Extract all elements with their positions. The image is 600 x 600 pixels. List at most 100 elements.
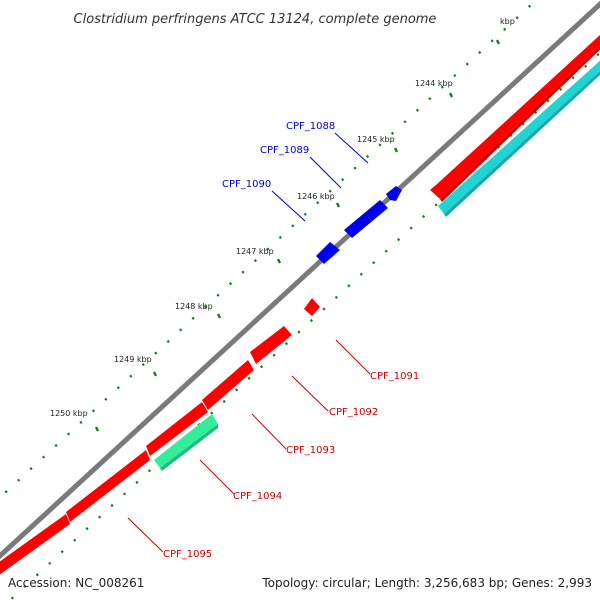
tick-dot — [129, 374, 133, 378]
tick-dot — [440, 85, 444, 89]
backbone-line — [0, 0, 600, 560]
reverse-cds-block — [202, 360, 254, 410]
major-tick — [335, 202, 341, 208]
tick-dot — [421, 214, 426, 219]
tick-dot — [583, 64, 588, 68]
tick-dot — [235, 388, 239, 392]
tick-dot — [122, 492, 127, 496]
tick-dot — [347, 284, 351, 288]
reverse-cds-track — [0, 34, 600, 575]
tick-dot — [546, 99, 550, 103]
tick-label: 1245 kbp — [357, 135, 395, 144]
tick-dot — [253, 258, 258, 263]
tick-dot — [403, 120, 407, 124]
tick-dot — [23, 584, 27, 589]
tick-dot — [372, 261, 376, 265]
reverse-cds-block — [250, 326, 292, 364]
tick-dot — [60, 550, 64, 554]
rrna-block — [154, 414, 218, 468]
tick-dot — [359, 272, 363, 276]
tick-dot — [191, 316, 195, 320]
tick-dot — [322, 307, 326, 311]
tick-dot — [210, 411, 214, 415]
gene-label-forward[interactable]: CPF_1089 — [260, 145, 309, 156]
gene-leader-line — [291, 375, 329, 412]
tick-dot — [365, 154, 370, 159]
tick-dot — [166, 339, 170, 344]
tick-dot — [266, 247, 270, 251]
tick-label: 1250 kbp — [50, 409, 88, 418]
reverse-cds-block — [440, 45, 600, 202]
major-tick — [448, 92, 454, 98]
gene-label-reverse[interactable]: CPF_1091 — [370, 371, 419, 382]
tick-dot — [48, 561, 52, 565]
tick-dot — [54, 443, 58, 448]
gene-label-reverse[interactable]: CPF_1093 — [286, 445, 335, 456]
forward-cds-track — [316, 186, 402, 264]
tick-dot — [428, 97, 432, 101]
tick-dot — [559, 87, 563, 91]
tick-dot — [397, 238, 401, 242]
tick-dot — [228, 282, 233, 286]
trna-block — [444, 71, 600, 217]
major-tick — [393, 147, 399, 153]
major-tick — [152, 371, 158, 377]
rrna-block — [160, 424, 218, 471]
tick-dot — [596, 53, 600, 57]
tick-dot — [97, 515, 102, 519]
reverse-cds-block — [66, 450, 150, 522]
accession-text: Accession: NC_008261 — [8, 576, 145, 590]
tick-dot — [334, 295, 338, 300]
tick-dot — [110, 503, 114, 508]
tick-dot — [453, 73, 457, 78]
tick-dot — [328, 189, 332, 193]
major-tick — [495, 39, 501, 45]
tick-dot — [17, 478, 21, 482]
gene-leader-line — [199, 459, 235, 495]
trna-block — [438, 60, 600, 214]
tick-dot — [91, 409, 96, 413]
major-tick — [276, 258, 282, 264]
tick-dot — [527, 4, 532, 8]
tick-dot — [384, 249, 388, 253]
gene-label-forward[interactable]: CPF_1090 — [222, 179, 271, 190]
tick-dot — [4, 490, 8, 494]
reverse-cds-block — [0, 514, 70, 575]
tick-dot — [10, 596, 14, 600]
tick-dot — [291, 224, 295, 228]
tick-label: 1248 kbp — [175, 302, 213, 311]
tick-dot — [147, 469, 152, 473]
gene-leader-line — [127, 517, 164, 553]
tick-label: kbp — [500, 17, 515, 26]
tick-dot — [135, 480, 139, 484]
tick-label: 1249 kbp — [114, 355, 152, 364]
tick-dot — [154, 351, 158, 355]
tick-dot — [272, 353, 276, 357]
gene-label-reverse[interactable]: CPF_1092 — [329, 407, 378, 418]
gene-label-reverse[interactable]: CPF_1095 — [163, 549, 212, 560]
tick-dot — [341, 178, 345, 182]
tick-dot — [116, 386, 120, 390]
tick-dot — [222, 399, 226, 404]
tick-dot — [490, 39, 494, 43]
tick-dot — [390, 131, 395, 135]
gene-leader-line — [271, 190, 306, 222]
tick-dot — [141, 362, 145, 367]
reverse-cds-block — [430, 34, 600, 199]
tick-dot — [309, 318, 314, 323]
tick-dot — [85, 527, 89, 531]
forward-cds-block — [344, 200, 388, 238]
tick-label: 1247 kbp — [236, 247, 274, 256]
gene-label-forward[interactable]: CPF_1088 — [286, 121, 335, 132]
major-tick — [94, 426, 100, 432]
gene-label-reverse[interactable]: CPF_1094 — [233, 491, 282, 502]
tick-dot — [216, 293, 220, 297]
tick-dot — [284, 342, 289, 346]
tick-dot — [303, 212, 307, 216]
tick-dot — [297, 330, 301, 334]
tick-dot — [259, 365, 264, 369]
trna-track — [438, 60, 600, 217]
tick-dot — [41, 455, 46, 459]
tick-dot — [35, 573, 39, 577]
